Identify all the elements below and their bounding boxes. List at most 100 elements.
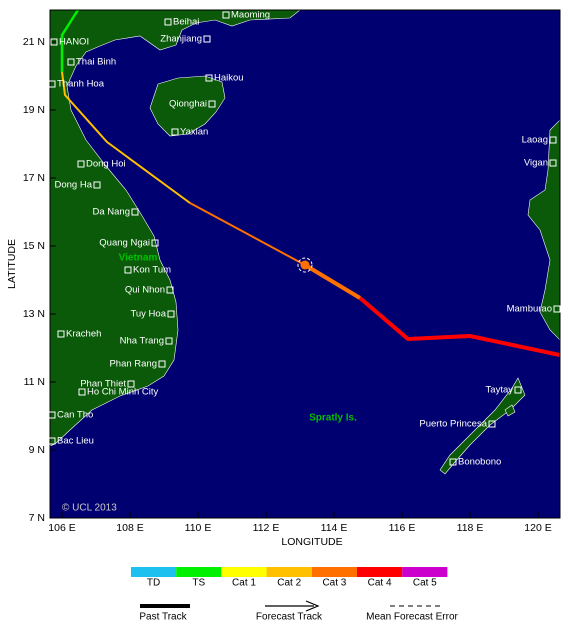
place-marker bbox=[67, 58, 75, 66]
y-tick-label: 9 N bbox=[29, 444, 45, 456]
place-marker bbox=[488, 420, 496, 428]
place-marker bbox=[166, 286, 174, 294]
legend-swatch bbox=[266, 567, 312, 577]
place-marker bbox=[93, 181, 101, 189]
place-label: Kracheh bbox=[66, 329, 101, 340]
place-marker bbox=[50, 38, 58, 46]
place-label: Mamburao bbox=[507, 304, 552, 315]
place-label: Haikou bbox=[214, 73, 244, 84]
legend-label: Cat 3 bbox=[322, 578, 346, 589]
place-marker bbox=[164, 18, 172, 26]
place-label: Bac Lieu bbox=[57, 436, 94, 447]
place-label: Kon Tum bbox=[133, 265, 171, 276]
place-marker bbox=[151, 239, 159, 247]
place-marker bbox=[549, 159, 557, 167]
frame bbox=[49, 9, 561, 519]
place-label: Phan Rang bbox=[109, 359, 157, 370]
place-marker bbox=[165, 337, 173, 345]
legend-label: Cat 5 bbox=[413, 578, 437, 589]
y-tick-label: 15 N bbox=[23, 240, 45, 252]
place-marker bbox=[205, 74, 213, 82]
place-marker bbox=[48, 80, 56, 88]
place-marker bbox=[131, 208, 139, 216]
place-label: Zhanjiang bbox=[160, 34, 202, 45]
y-tick-label: 19 N bbox=[23, 104, 45, 116]
place-label: Maoming bbox=[231, 10, 270, 21]
place-label: Taytay bbox=[486, 385, 514, 396]
legend-swatch bbox=[311, 567, 357, 577]
track-segment bbox=[60, 10, 80, 72]
place-label: Qionghai bbox=[169, 99, 207, 110]
current-position-ring bbox=[297, 257, 313, 273]
place-marker bbox=[203, 35, 211, 43]
legend-label: Cat 4 bbox=[368, 578, 392, 589]
place-label: Yaxian bbox=[180, 127, 208, 138]
x-tick-label: 112 E bbox=[253, 522, 280, 534]
x-tick-label: 106 E bbox=[48, 522, 75, 534]
y-tick-label: 21 N bbox=[23, 36, 45, 48]
place-marker bbox=[449, 458, 457, 466]
place-marker bbox=[57, 330, 65, 338]
place-label: Da Nang bbox=[93, 207, 131, 218]
place-label: Dong Ha bbox=[55, 180, 93, 191]
track-key-label: Mean Forecast Error bbox=[366, 612, 458, 623]
legend-label: TS bbox=[192, 578, 205, 589]
track-key-label: Forecast Track bbox=[256, 612, 323, 623]
place-label: Qui Nhon bbox=[125, 285, 165, 296]
legend-swatch bbox=[221, 567, 267, 577]
place-marker bbox=[48, 411, 56, 419]
x-axis-label: LONGITUDE bbox=[281, 536, 342, 548]
track-key-label: Past Track bbox=[139, 612, 187, 623]
place-label: Phan Thiet bbox=[80, 379, 126, 390]
x-tick-label: 118 E bbox=[457, 522, 484, 534]
current-position bbox=[300, 260, 310, 270]
place-marker bbox=[124, 266, 132, 274]
y-axis-label: LATITUDE bbox=[6, 239, 18, 289]
place-label: Ho Chi Minh City bbox=[87, 387, 159, 398]
track-segment bbox=[358, 296, 560, 357]
place-marker bbox=[549, 136, 557, 144]
region-label: Vietnam bbox=[119, 253, 158, 264]
place-label: Bonobono bbox=[458, 457, 501, 468]
place-marker bbox=[127, 380, 135, 388]
region-label: Spratly Is. bbox=[309, 413, 357, 424]
place-marker bbox=[78, 388, 86, 396]
place-label: Laoag bbox=[522, 135, 548, 146]
place-marker bbox=[553, 305, 561, 313]
legend-label: TD bbox=[147, 578, 160, 589]
y-tick-label: 11 N bbox=[24, 376, 45, 388]
legend-label: Cat 1 bbox=[232, 578, 256, 589]
track-segment bbox=[189, 202, 306, 266]
place-label: Thai Binh bbox=[76, 57, 116, 68]
legend-swatch bbox=[357, 567, 403, 577]
y-tick-label: 13 N bbox=[23, 308, 45, 320]
y-tick-label: 7 N bbox=[29, 512, 45, 524]
place-marker bbox=[167, 310, 175, 318]
place-label: Quang Ngai bbox=[99, 238, 150, 249]
place-label: Can Tho bbox=[57, 410, 93, 421]
y-tick-label: 17 N bbox=[23, 172, 45, 184]
place-label: Nha Trang bbox=[120, 336, 164, 347]
x-tick-label: 108 E bbox=[116, 522, 143, 534]
x-tick-label: 110 E bbox=[185, 522, 212, 534]
place-label: Beihai bbox=[173, 17, 199, 28]
place-marker bbox=[48, 437, 56, 445]
place-label: HANOI bbox=[59, 37, 89, 48]
track-segment bbox=[303, 263, 362, 300]
credit: © UCL 2013 bbox=[62, 503, 117, 514]
land bbox=[50, 10, 560, 475]
place-marker bbox=[208, 100, 216, 108]
legend-label: Cat 2 bbox=[277, 578, 301, 589]
place-marker bbox=[514, 386, 522, 394]
place-marker bbox=[158, 360, 166, 368]
place-marker bbox=[222, 11, 230, 19]
legend-swatch bbox=[402, 567, 448, 577]
place-marker bbox=[77, 160, 85, 168]
storm-track bbox=[60, 10, 560, 357]
legend-swatch bbox=[131, 567, 177, 577]
place-label: Tuy Hoa bbox=[130, 309, 166, 320]
place-label: Vigan bbox=[524, 158, 548, 169]
legend-swatch bbox=[176, 567, 222, 577]
